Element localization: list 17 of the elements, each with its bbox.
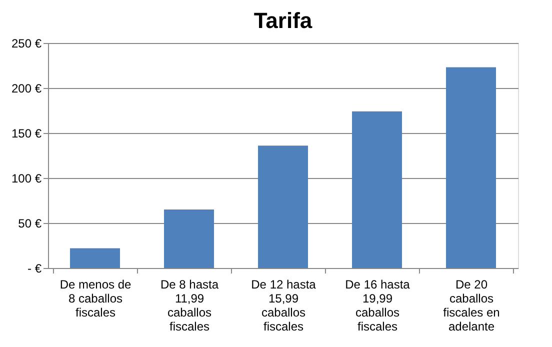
y-tick-label: - € (27, 262, 42, 276)
x-tick-label: De menos de 8 caballos fiscales (60, 278, 132, 320)
x-tick-label: De 16 hasta 19,99 caballos fiscales (345, 278, 410, 334)
bar (70, 248, 120, 268)
y-tick-label: 200 € (11, 82, 42, 96)
bar (258, 146, 308, 268)
y-tick-label: 250 € (11, 36, 42, 50)
bar (164, 210, 214, 268)
y-tick-label: 150 € (11, 126, 42, 140)
y-tick-label: 100 € (11, 172, 42, 186)
x-tick-label: De 12 hasta 15,99 caballos fiscales (251, 278, 316, 334)
chart-title: Tarifa (254, 8, 313, 33)
y-tick-label: 50 € (18, 216, 42, 230)
bar (446, 67, 496, 268)
x-tick-label: De 20 caballos fiscales en adelante (443, 278, 500, 334)
x-tick-label: De 8 hasta 11,99 caballos fiscales (160, 278, 219, 334)
bar (352, 111, 402, 268)
